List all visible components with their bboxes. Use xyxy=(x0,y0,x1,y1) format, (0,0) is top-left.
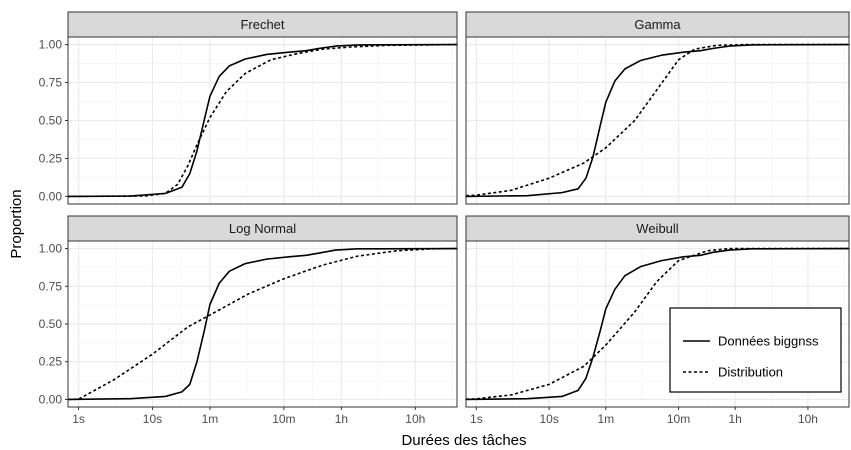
x-tick-label: 1s xyxy=(72,412,85,426)
panel-weibull: Weibull 1s 10s 1m 10m 1h 10h xyxy=(465,215,850,426)
legend-box xyxy=(669,307,842,393)
panel-log-normal: Log Normal 0.00 0.25 0.50 0.75 1.00 1s 10s 1m 10m… xyxy=(39,215,458,426)
y-tick-label: 1.00 xyxy=(39,38,63,52)
series-data-line xyxy=(67,43,458,198)
series-data-line xyxy=(465,43,850,198)
y-tick-label: 1.00 xyxy=(39,242,63,256)
legend-label-data: Données biggnss xyxy=(718,334,819,349)
panel-gamma: Gamma xyxy=(465,11,850,205)
y-tick-label: 0.75 xyxy=(39,76,63,90)
panel-border xyxy=(465,240,850,408)
strip-title: Weibull xyxy=(636,221,679,236)
y-axis-title: Proportion xyxy=(8,189,25,258)
series-distribution-line xyxy=(465,247,849,400)
series-distribution-line xyxy=(67,247,458,401)
y-tick-label: 0.25 xyxy=(39,151,63,165)
y-tick-label: 0.50 xyxy=(39,114,63,128)
series-distribution-line xyxy=(465,43,849,197)
x-tick-label: 10h xyxy=(405,412,425,426)
strip-background xyxy=(67,11,458,38)
x-tick-label: 1m xyxy=(597,412,614,426)
x-tick-label: 10m xyxy=(667,412,690,426)
legend-label-distribution: Distribution xyxy=(718,365,783,380)
series-data-line xyxy=(67,247,458,401)
x-tick-label: 1h xyxy=(335,412,348,426)
y-tick-label: 0.00 xyxy=(39,189,63,203)
y-tick-label: 0.75 xyxy=(39,279,63,293)
x-tick-label: 10m xyxy=(272,412,295,426)
legend: Données biggnss Distribution xyxy=(669,307,842,393)
x-axis-title: Durées des tâches xyxy=(401,432,526,449)
strip-title: Frechet xyxy=(240,17,284,32)
x-tick-label: 10h xyxy=(798,412,818,426)
x-tick-label: 1h xyxy=(728,412,741,426)
strip-background xyxy=(465,11,850,38)
panel-border xyxy=(465,36,850,205)
x-tick-label: 10s xyxy=(539,412,558,426)
strip-background xyxy=(465,215,850,242)
strip-title: Log Normal xyxy=(229,221,296,236)
y-tick-label: 0.50 xyxy=(39,317,63,331)
x-tick-label: 1s xyxy=(470,412,483,426)
strip-background xyxy=(67,215,458,242)
y-tick-label: 0.00 xyxy=(39,392,63,406)
y-tick-label: 0.25 xyxy=(39,355,63,369)
panel-frechet: Frechet 0.00 0.25 0.50 0.75 1.00 xyxy=(39,11,458,205)
series-data-line xyxy=(465,247,850,401)
x-tick-label: 1m xyxy=(202,412,219,426)
x-tick-label: 10s xyxy=(143,412,162,426)
strip-title: Gamma xyxy=(634,17,681,32)
panels-group: Frechet 0.00 0.25 0.50 0.75 1.00 Gamma Log Norm… xyxy=(39,11,850,426)
